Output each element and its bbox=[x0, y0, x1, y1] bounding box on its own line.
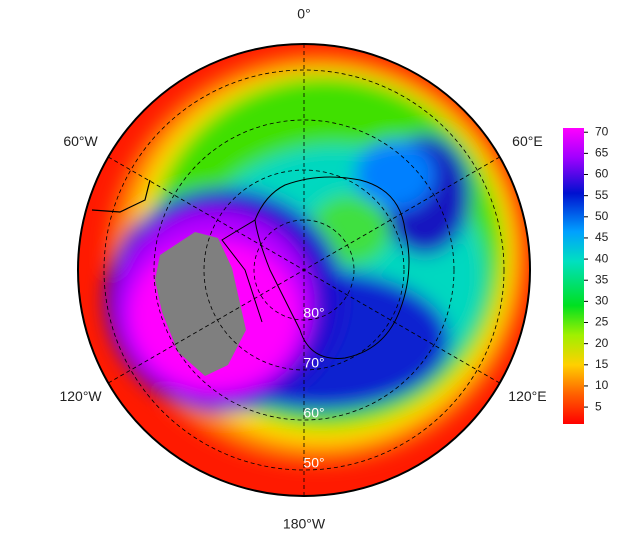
parallel bbox=[153, 119, 455, 421]
latitude-label: 80° bbox=[303, 305, 324, 321]
longitude-label: 60°W bbox=[63, 133, 98, 149]
colorbar-tick-label: 50 bbox=[595, 209, 609, 223]
parallel bbox=[253, 219, 355, 321]
colorbar-tick-label: 35 bbox=[595, 272, 609, 286]
colorbar-tick-label: 20 bbox=[595, 336, 609, 350]
longitude-label: 180°W bbox=[283, 516, 326, 532]
colorbar-tick-label: 60 bbox=[595, 167, 609, 181]
colorbar: 5 10 15 20 25 30 35 40 45 50 55 60 65 70 bbox=[563, 124, 609, 424]
colorbar-tick-label: 30 bbox=[595, 294, 609, 308]
longitude-label: 120°E bbox=[508, 388, 546, 404]
longitude-label: 0° bbox=[297, 6, 310, 22]
longitude-label: 60°E bbox=[512, 133, 543, 149]
latitude-label: 60° bbox=[303, 405, 324, 421]
colorbar-tick-label: 45 bbox=[595, 230, 609, 244]
latitude-label: 70° bbox=[303, 355, 324, 371]
colorbar-tick-label: 55 bbox=[595, 188, 609, 202]
field bbox=[78, 44, 530, 496]
colorbar-tick-label: 15 bbox=[595, 357, 609, 371]
meridian bbox=[108, 156, 500, 384]
colorbar-tick-label: 40 bbox=[595, 251, 609, 265]
colorbar-tick-label: 10 bbox=[595, 378, 609, 392]
map-labels: 0° 60°E 120°E 180°W 120°W 60°W 80° 70° 60° 50° bbox=[59, 6, 546, 532]
colorbar-gradient bbox=[563, 128, 584, 424]
longitude-label: 120°W bbox=[59, 388, 102, 404]
colorbar-tick-label: 5 bbox=[595, 399, 602, 413]
colorbar-tick-label: 65 bbox=[595, 146, 609, 160]
parallel bbox=[103, 69, 505, 471]
map-border bbox=[77, 43, 531, 497]
colorbar-tick-label: 25 bbox=[595, 315, 609, 329]
colorbar-tick-label: 70 bbox=[595, 124, 609, 138]
graticule bbox=[103, 44, 505, 496]
parallel bbox=[203, 169, 405, 371]
latitude-label: 50° bbox=[303, 455, 324, 471]
